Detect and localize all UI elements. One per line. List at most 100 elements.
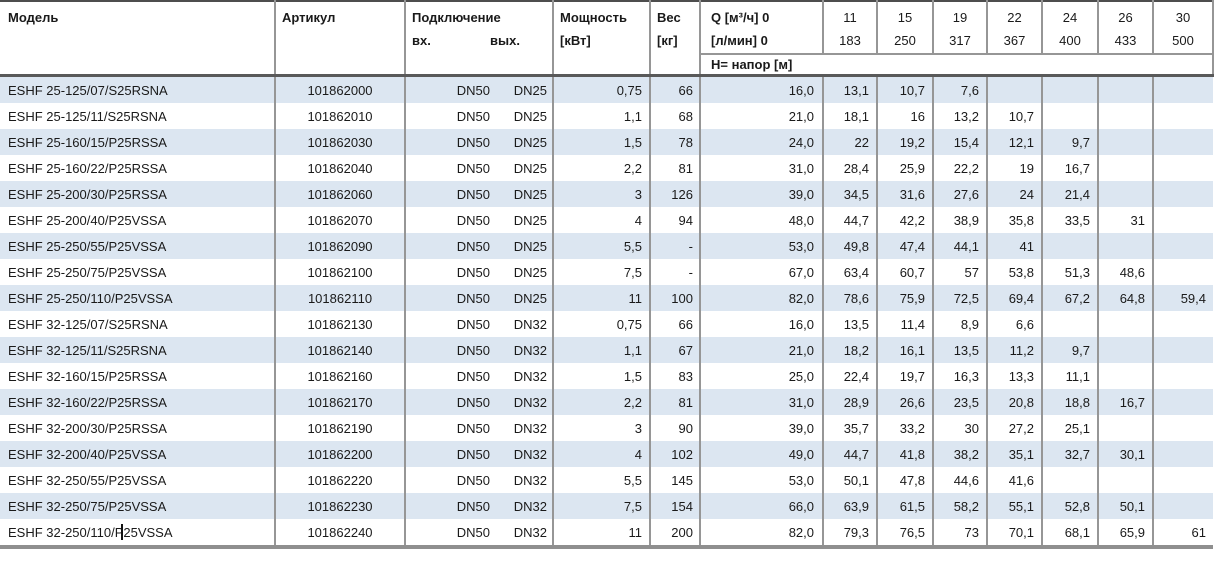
head-cell: 23,5 [932,389,987,415]
weight-cell: 102 [649,441,700,467]
article-cell: 101862170 [274,389,405,415]
head-cell: 18,1 [822,103,877,129]
head-cell: 35,7 [822,415,877,441]
head-cell: 76,5 [876,519,933,547]
table-row: ESHF 25-250/110/P25VSSA 101862110 DN50 DN25… [0,285,1213,311]
model-cell: ESHF 25-200/40/P25VSSA [8,212,167,228]
table-body: ESHF 25-125/07/S25RSNA 101862000 DN50 DN25 0… [0,75,1213,547]
connection-out-cell: DN25 [513,238,547,254]
connection-out-cell: DN25 [513,212,547,228]
head-cell: 51,3 [1041,259,1098,285]
connection-out-cell: DN25 [513,82,547,98]
connection-in-cell: DN50 [404,311,500,337]
head-cell: 48,6 [1097,259,1153,285]
head-cell: 63,9 [822,493,877,519]
head-cell [1041,467,1098,493]
head-cell: 70,1 [986,519,1042,547]
head-cell: 39,0 [699,415,823,441]
connection-in-cell: DN50 [404,129,500,155]
column-header-weight-unit: [кг] [657,33,678,48]
model-cell: ESHF 25-125/07/S25RSNA [8,82,168,98]
weight-cell: - [649,233,700,259]
connection-out-cell: DN25 [513,264,547,280]
head-cell: 7,6 [932,75,987,103]
connection-in-cell: DN50 [404,389,500,415]
weight-cell: 100 [649,285,700,311]
power-cell: 4 [552,207,650,233]
power-cell: 4 [552,441,650,467]
head-cell [1097,75,1153,103]
head-cell: 44,6 [932,467,987,493]
head-cell: 52,8 [1041,493,1098,519]
head-cell [1152,103,1213,129]
model-cell: ESHF 25-250/75/P25VSSA [8,264,167,280]
flow-lmin: 433 [1114,33,1137,48]
head-cell: 34,5 [822,181,877,207]
head-cell: 18,2 [822,337,877,363]
model-cell: ESHF 25-200/30/P25RSSA [8,186,167,202]
head-cell: 10,7 [876,75,933,103]
head-cell: 22,4 [822,363,877,389]
head-cell [1097,103,1153,129]
model-cell: ESHF 25-160/15/P25RSSA [8,134,167,150]
head-cell: 65,9 [1097,519,1153,547]
table-row: ESHF 32-160/15/P25RSSA 101862160 DN50 DN32 1… [0,363,1213,389]
head-cell: 35,8 [986,207,1042,233]
weight-cell: - [649,259,700,285]
connection-out-cell: DN25 [513,290,547,306]
head-cell: 24 [986,181,1042,207]
head-cell: 79,3 [822,519,877,547]
head-cell: 78,6 [822,285,877,311]
head-cell: 49,0 [699,441,823,467]
column-header-connection: Подключение вх. вых. [404,1,553,77]
table-row: ESHF 25-160/22/P25RSSA 101862040 DN50 DN25 2… [0,155,1213,181]
head-cell: 82,0 [699,285,823,311]
head-cell [1152,363,1213,389]
head-cell: 26,6 [876,389,933,415]
column-header-model-label: Модель [8,10,59,25]
flow-m3h: 15 [897,10,913,25]
connection-in-cell: DN50 [404,519,500,547]
head-cell: 16,1 [876,337,933,363]
head-cell: 31,0 [699,389,823,415]
weight-cell: 94 [649,207,700,233]
article-cell: 101862220 [274,467,405,493]
article-cell: 101862140 [274,337,405,363]
head-cell: 30,1 [1097,441,1153,467]
head-cell [1152,259,1213,285]
head-cell: 11,4 [876,311,933,337]
head-cell: 33,5 [1041,207,1098,233]
table-header: Модель Артикул Подключение вх. вых. Мощн… [0,1,1214,77]
head-cell: 63,4 [822,259,877,285]
head-cell [1097,155,1153,181]
article-cell: 101862100 [274,259,405,285]
connection-out-cell: DN32 [513,446,547,462]
connection-out-cell: DN32 [513,368,547,384]
head-cell: 50,1 [1097,493,1153,519]
power-cell: 1,1 [552,337,650,363]
power-cell: 5,5 [552,467,650,493]
model-cell: ESHF 25-160/22/P25RSSA [8,160,167,176]
flow-lmin: 367 [1003,33,1026,48]
table-row: ESHF 25-200/30/P25RSSA 101862060 DN50 DN25 3… [0,181,1213,207]
table-row: ESHF 32-250/55/P25VSSA 101862220 DN50 DN32 5… [0,467,1213,493]
power-cell: 1,5 [552,129,650,155]
flow-lmin: 250 [894,33,916,48]
power-cell: 5,5 [552,233,650,259]
column-header-flow-11: 11 183 [822,1,877,54]
flow-lmin: 317 [949,33,971,48]
pump-spec-table: Модель Артикул Подключение вх. вых. Мощн… [0,0,1214,549]
head-cell: 57 [932,259,987,285]
head-cell: 25,0 [699,363,823,389]
head-cell: 38,9 [932,207,987,233]
connection-in-cell: DN50 [404,181,500,207]
connection-in-cell: DN50 [404,467,500,493]
head-cell: 28,4 [822,155,877,181]
power-cell: 3 [552,415,650,441]
header-row-head: H= напор [м] [0,53,1214,77]
connection-in-cell: DN50 [404,337,500,363]
head-cell: 28,9 [822,389,877,415]
head-cell: 61,5 [876,493,933,519]
connection-out-cell: DN32 [513,420,547,436]
model-cell: ESHF 32-125/07/S25RSNA [8,316,168,332]
